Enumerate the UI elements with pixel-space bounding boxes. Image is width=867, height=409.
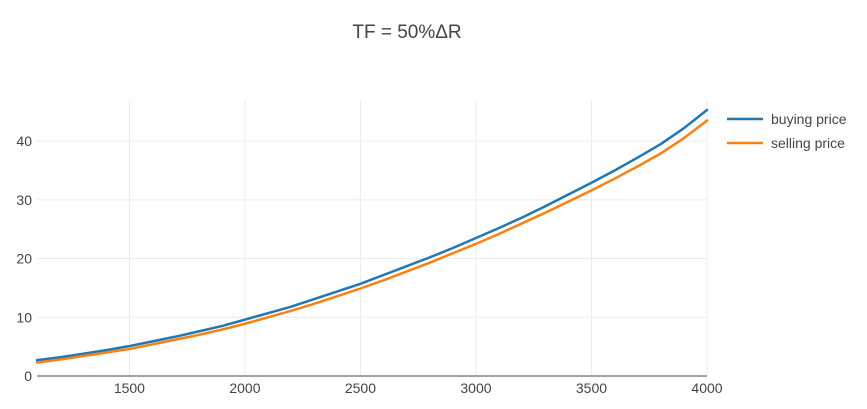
y-tick-label: 30: [16, 192, 32, 208]
grid: [37, 100, 708, 376]
x-tick-label: 2500: [345, 380, 376, 396]
legend-label: selling price: [771, 135, 845, 151]
y-tick-label: 20: [16, 251, 32, 267]
plot-series: [35, 108, 709, 364]
legend-label: buying price: [771, 111, 847, 127]
series-line-selling-price: [35, 119, 709, 364]
x-tick-label: 2000: [229, 380, 260, 396]
axes: 1500 2000 2500 3000 3500 4000 0 10 20 30 40: [16, 133, 722, 396]
x-tick-label: 3000: [460, 380, 491, 396]
y-tick-label: 0: [24, 368, 32, 384]
x-tick-label: 1500: [114, 380, 145, 396]
legend: buying price selling price: [727, 111, 847, 151]
legend-item-selling-price[interactable]: selling price: [727, 135, 845, 151]
y-tick-label: 10: [16, 309, 32, 325]
x-tick-label: 4000: [691, 380, 722, 396]
series-line-buying-price: [35, 108, 709, 362]
y-tick-label: 40: [16, 133, 32, 149]
legend-item-buying-price[interactable]: buying price: [727, 111, 847, 127]
x-tick-label: 3500: [576, 380, 607, 396]
chart-title: TF = 50%ΔR: [352, 22, 461, 43]
